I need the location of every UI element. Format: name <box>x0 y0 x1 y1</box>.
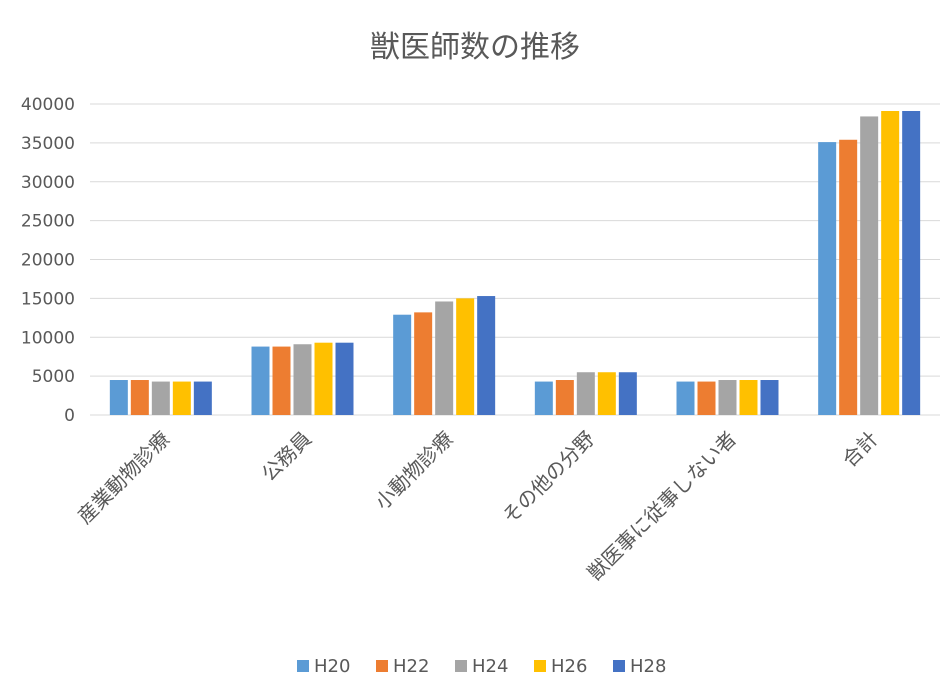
bar-h20 <box>818 142 837 415</box>
bar-h20 <box>676 381 695 415</box>
bar-h26 <box>172 381 191 415</box>
bar-h24 <box>151 381 170 415</box>
y-axis-ticks: 0 5000 10000 15000 20000 25000 30000 35000 40000 <box>21 95 75 426</box>
y-tick-label: 20000 <box>21 251 75 271</box>
bar-h26 <box>314 342 333 415</box>
bar-h22 <box>697 381 716 415</box>
x-category-label: 獣医事に従事しない者 <box>583 427 741 585</box>
bar-h28 <box>477 296 496 415</box>
y-tick-label: 0 <box>64 406 75 426</box>
bar-h22 <box>555 380 574 415</box>
bar-h20 <box>393 314 412 415</box>
bar-h24 <box>718 380 737 415</box>
bar-h24 <box>293 344 312 415</box>
x-category-label: その他の分野 <box>498 427 600 529</box>
bar-h22 <box>272 346 291 415</box>
legend-label: H22 <box>393 656 429 677</box>
x-category-label: 合計 <box>837 427 882 472</box>
bar-h20 <box>534 381 553 415</box>
bar-h24 <box>860 116 879 415</box>
legend-swatch-h26 <box>534 660 546 672</box>
x-category-label: 公務員 <box>257 427 316 486</box>
bars <box>109 110 921 415</box>
legend-label: H24 <box>472 656 508 677</box>
legend-swatch-h28 <box>613 660 625 672</box>
y-tick-label: 30000 <box>21 173 75 193</box>
bar-h24 <box>435 301 454 415</box>
grid-lines <box>90 103 940 416</box>
bar-h26 <box>881 110 900 415</box>
bar-h28 <box>902 110 921 415</box>
x-category-label: 小動物診療 <box>370 427 458 515</box>
bar-h20 <box>109 380 128 415</box>
bar-h28 <box>760 380 779 415</box>
legend-label: H26 <box>551 656 587 677</box>
legend-swatch-h24 <box>455 660 467 672</box>
bar-h28 <box>618 372 637 415</box>
legend-label: H28 <box>630 656 666 677</box>
bar-h26 <box>456 298 475 415</box>
bar-h20 <box>251 346 270 415</box>
y-tick-label: 5000 <box>32 367 75 387</box>
legend-label: H20 <box>314 656 350 677</box>
bar-h26 <box>739 380 758 415</box>
y-tick-label: 35000 <box>21 134 75 154</box>
bar-h24 <box>576 372 595 415</box>
y-tick-label: 10000 <box>21 328 75 348</box>
y-tick-label: 25000 <box>21 212 75 232</box>
legend: H20 H22 H24 H26 H28 <box>297 656 666 677</box>
legend-swatch-h22 <box>376 660 388 672</box>
bar-h28 <box>193 381 212 415</box>
x-category-label: 産業動物診療 <box>73 427 175 529</box>
chart-title: 獣医師数の推移 <box>370 30 580 65</box>
bar-h22 <box>839 139 858 415</box>
bar-h28 <box>335 342 354 415</box>
bar-h22 <box>414 312 433 415</box>
bar-h22 <box>130 380 149 415</box>
bar-h26 <box>597 372 616 415</box>
y-tick-label: 40000 <box>21 95 75 115</box>
legend-swatch-h20 <box>297 660 309 672</box>
y-tick-label: 15000 <box>21 289 75 309</box>
